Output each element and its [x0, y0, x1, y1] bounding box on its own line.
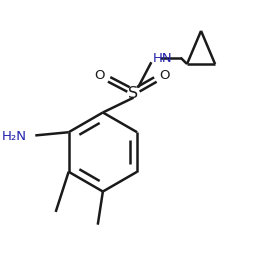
Text: HN: HN	[153, 52, 172, 65]
Text: S: S	[128, 85, 139, 100]
Text: H₂N: H₂N	[2, 130, 27, 142]
Text: O: O	[159, 69, 170, 82]
Text: O: O	[94, 69, 105, 82]
